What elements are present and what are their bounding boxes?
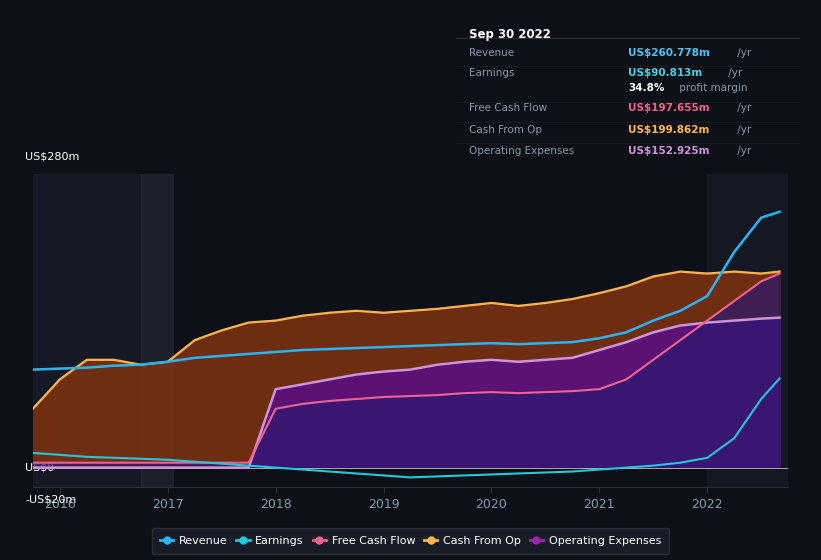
Text: US$280m: US$280m bbox=[25, 151, 80, 161]
Text: US$199.862m: US$199.862m bbox=[628, 125, 709, 134]
Text: /yr: /yr bbox=[734, 146, 751, 156]
Text: Earnings: Earnings bbox=[470, 68, 515, 78]
Text: Revenue: Revenue bbox=[470, 48, 515, 58]
Bar bbox=[140, 174, 173, 487]
Text: /yr: /yr bbox=[734, 48, 751, 58]
Text: US$197.655m: US$197.655m bbox=[628, 103, 709, 113]
Bar bbox=[707, 174, 788, 487]
Text: Operating Expenses: Operating Expenses bbox=[470, 146, 575, 156]
Text: /yr: /yr bbox=[734, 125, 751, 134]
Text: US$90.813m: US$90.813m bbox=[628, 68, 702, 78]
Text: US$152.925m: US$152.925m bbox=[628, 146, 709, 156]
Text: Free Cash Flow: Free Cash Flow bbox=[470, 103, 548, 113]
Text: Sep 30 2022: Sep 30 2022 bbox=[470, 27, 552, 40]
Legend: Revenue, Earnings, Free Cash Flow, Cash From Op, Operating Expenses: Revenue, Earnings, Free Cash Flow, Cash … bbox=[152, 528, 669, 554]
Text: US$0: US$0 bbox=[25, 463, 54, 473]
Text: -US$20m: -US$20m bbox=[25, 494, 76, 505]
Text: /yr: /yr bbox=[725, 68, 742, 78]
Text: profit margin: profit margin bbox=[677, 83, 748, 93]
Text: 34.8%: 34.8% bbox=[628, 83, 664, 93]
Text: US$260.778m: US$260.778m bbox=[628, 48, 710, 58]
Text: Cash From Op: Cash From Op bbox=[470, 125, 543, 134]
Bar bbox=[33, 174, 140, 487]
Text: /yr: /yr bbox=[734, 103, 751, 113]
